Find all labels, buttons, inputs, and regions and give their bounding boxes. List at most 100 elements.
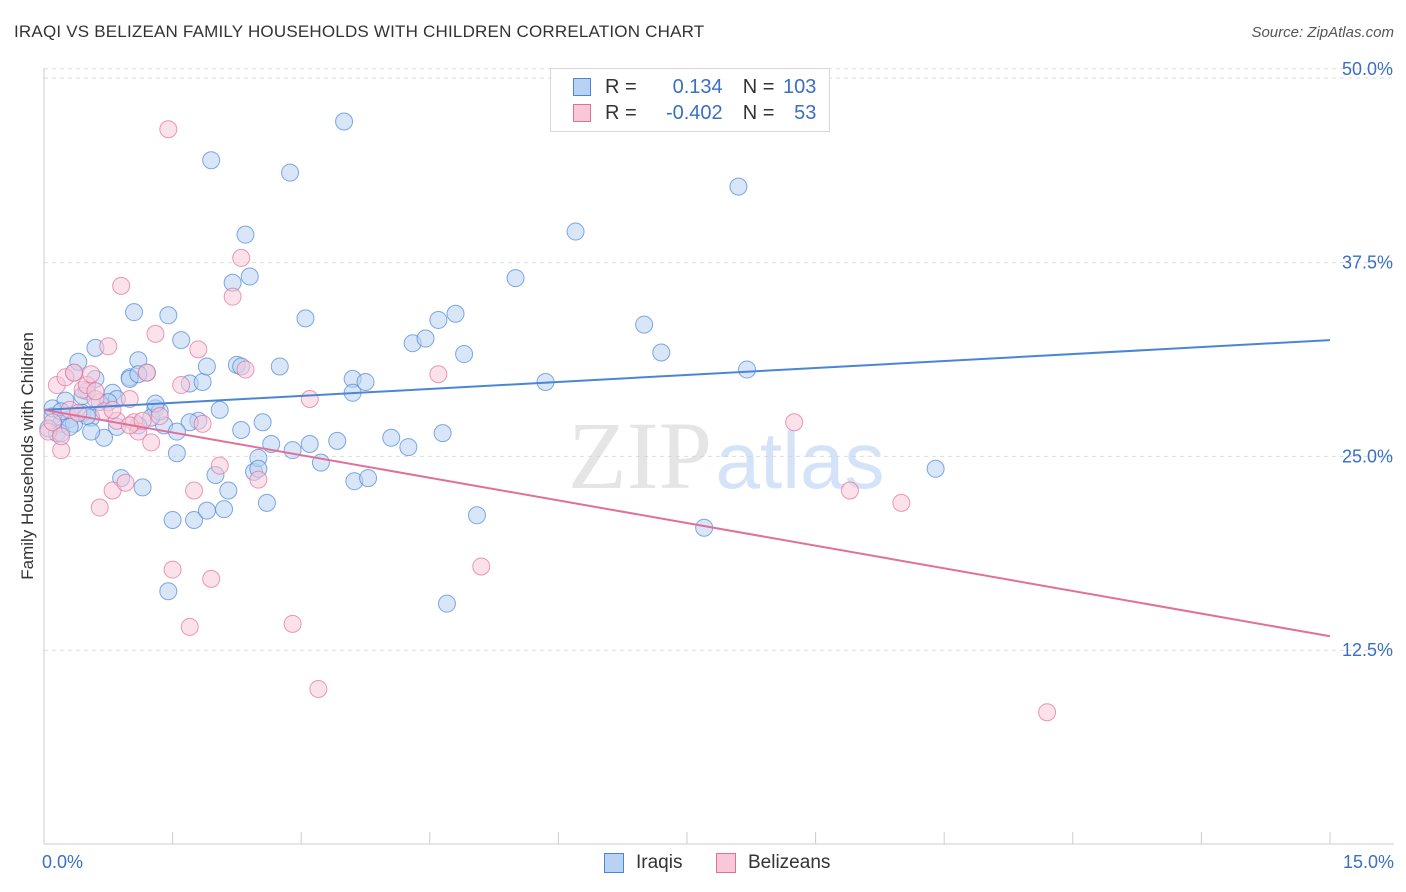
data-point-iraqis [125, 303, 144, 322]
bottom-legend-label-iraqis: Iraqis [636, 852, 683, 873]
data-point-iraqis [446, 304, 465, 323]
data-point-iraqis [202, 151, 221, 170]
data-point-iraqis [467, 506, 486, 525]
data-point-belizeans [90, 498, 109, 517]
x-tick-max: 15.0% [1342, 852, 1394, 872]
legend-swatch-iraqis [573, 78, 591, 96]
data-point-iraqis [433, 424, 452, 443]
data-point-iraqis [159, 306, 178, 325]
trend-line-iraqis [43, 339, 1331, 411]
data-point-iraqis [172, 331, 191, 350]
data-point-belizeans [249, 470, 268, 489]
data-point-iraqis [167, 444, 186, 463]
data-point-iraqis [738, 360, 757, 379]
bottom-legend-label-belizeans: Belizeans [748, 852, 831, 873]
data-point-belizeans [785, 413, 804, 432]
legend-r-value: -0.402 [665, 101, 723, 124]
y-tick-label: 37.5% [1342, 253, 1393, 273]
legend-n-value: 53 [794, 101, 817, 124]
data-point-iraqis [300, 434, 319, 453]
bottom-legend: Iraqis Belizeans [0, 852, 1406, 878]
data-point-iraqis [82, 422, 101, 441]
source-label: Source: ZipAtlas.com [1251, 24, 1394, 41]
data-point-iraqis [281, 163, 300, 182]
data-point-belizeans [283, 614, 302, 633]
data-point-belizeans [223, 287, 242, 306]
data-point-iraqis [197, 501, 216, 520]
data-point-belizeans [193, 414, 212, 433]
data-point-iraqis [506, 269, 525, 288]
legend-n-label: N = [742, 101, 775, 124]
data-point-belizeans [210, 456, 229, 475]
data-point-iraqis [296, 309, 315, 328]
data-point-belizeans [65, 363, 84, 382]
data-point-belizeans [150, 407, 169, 426]
watermark-zip: ZIP [568, 402, 712, 509]
data-point-iraqis [926, 459, 945, 478]
data-point-iraqis [257, 493, 276, 512]
bottom-legend-iraqis: Iraqis [604, 852, 682, 874]
data-point-belizeans [159, 120, 178, 139]
data-point-belizeans [43, 413, 62, 432]
data-point-iraqis [283, 441, 302, 460]
legend-row-iraqis: R = 0.134 N = 103 [573, 75, 816, 99]
y-tick-label: 12.5% [1342, 640, 1393, 660]
data-point-belizeans [52, 427, 71, 446]
bottom-legend-swatch-iraqis [604, 853, 624, 873]
data-point-iraqis [635, 315, 654, 334]
data-point-belizeans [137, 363, 156, 382]
data-point-belizeans [103, 400, 122, 419]
bottom-legend-belizeans: Belizeans [716, 852, 830, 874]
data-point-iraqis [652, 343, 671, 362]
trend-line-belizeans [43, 408, 1331, 638]
data-point-belizeans [840, 481, 859, 500]
data-point-iraqis [236, 225, 255, 244]
data-point-iraqis [399, 438, 418, 457]
data-point-iraqis [232, 421, 251, 440]
data-point-belizeans [112, 276, 131, 295]
data-point-belizeans [133, 411, 152, 430]
data-point-belizeans [180, 617, 199, 636]
data-point-iraqis [729, 177, 748, 196]
data-point-iraqis [215, 500, 234, 519]
data-point-belizeans [236, 360, 255, 379]
data-point-belizeans [300, 390, 319, 409]
data-point-iraqis [416, 329, 435, 348]
y-tick-label: 50.0% [1342, 59, 1393, 79]
data-point-belizeans [1038, 703, 1057, 722]
watermark: ZIP atlas [568, 402, 884, 509]
y-tick-labels: 12.5% 25.0% 37.5% 50.0% [1342, 59, 1393, 660]
series-iraqis-points [39, 112, 945, 613]
data-point-iraqis [356, 372, 375, 391]
legend-r-label: R = [605, 75, 637, 98]
data-point-belizeans [202, 569, 221, 588]
data-point-iraqis [328, 431, 347, 450]
data-point-iraqis [253, 413, 272, 432]
data-point-belizeans [232, 248, 251, 267]
legend-n-label: N = [742, 75, 775, 98]
data-point-iraqis [270, 357, 289, 376]
axes [43, 68, 1394, 845]
legend-r-value: 0.134 [672, 75, 723, 98]
data-point-belizeans [99, 337, 118, 356]
data-point-iraqis [197, 357, 216, 376]
data-point-iraqis [185, 510, 204, 529]
data-point-belizeans [172, 376, 191, 395]
data-point-belizeans [309, 679, 328, 698]
trend-lines [43, 339, 1331, 638]
bottom-legend-swatch-belizeans [716, 853, 736, 873]
data-point-belizeans [189, 340, 208, 359]
data-point-iraqis [210, 400, 229, 419]
data-point-belizeans [142, 433, 161, 452]
watermark-atlas: atlas [716, 416, 885, 505]
data-point-belizeans [116, 473, 135, 492]
data-point-belizeans [892, 493, 911, 512]
legend-box: R = 0.134 N = 103 R = -0.402 N = 53 [550, 68, 830, 132]
data-point-iraqis [240, 267, 259, 286]
data-point-iraqis [219, 481, 238, 500]
y-tick-label: 25.0% [1342, 446, 1393, 466]
legend-n-value: 103 [783, 75, 817, 98]
data-point-belizeans [146, 324, 165, 343]
data-point-iraqis [566, 222, 585, 241]
